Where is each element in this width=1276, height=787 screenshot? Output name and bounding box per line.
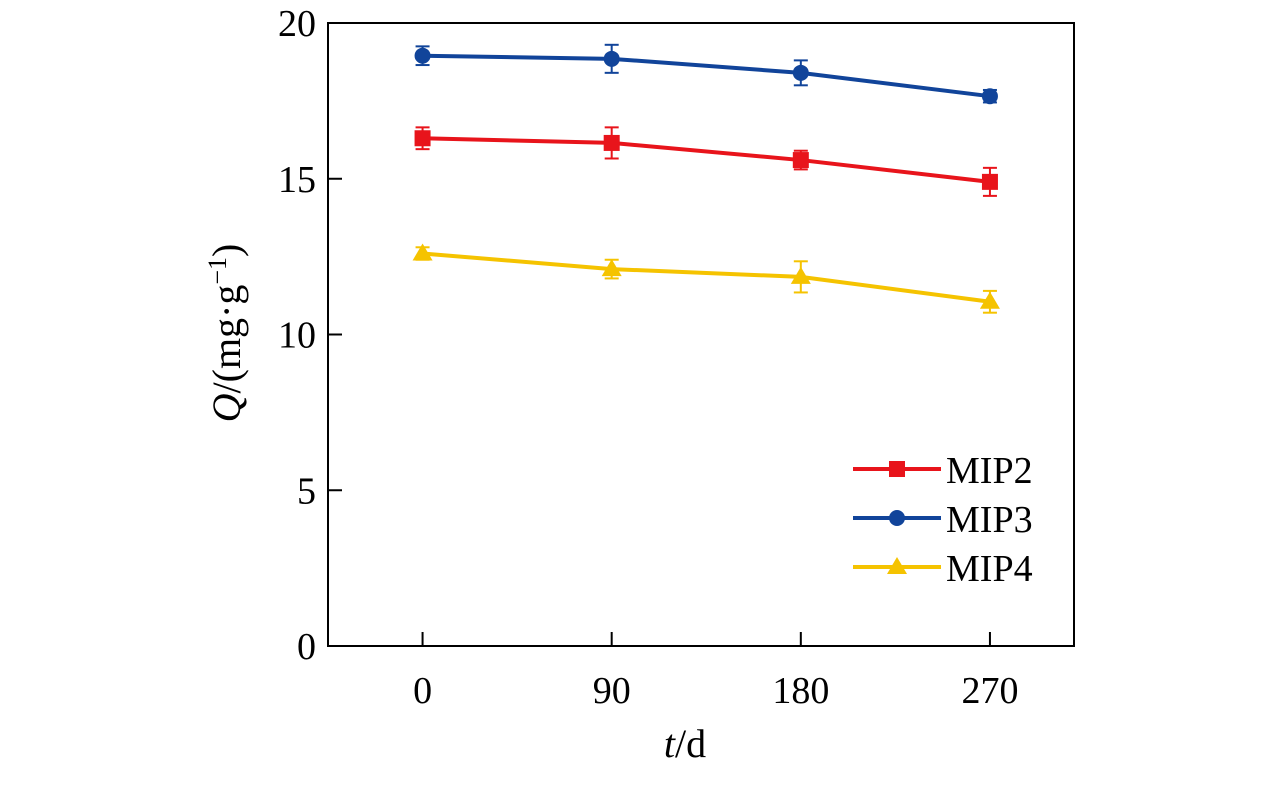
y-tick-label: 20 [278, 3, 316, 45]
x-axis-ticks: 0 90 180 270 [413, 632, 1018, 712]
data-point-mip3 [414, 47, 431, 64]
y-tick-label: 15 [278, 159, 316, 201]
y-axis-title: Q/(mg·g−1) [203, 244, 249, 423]
series-line-mip4 [422, 251, 991, 304]
legend-label-mip2: MIP2 [946, 450, 1033, 492]
series-line-mip3 [422, 53, 991, 99]
y-tick-label: 0 [297, 626, 316, 668]
legend: MIP2 MIP3 MIP4 [853, 450, 1033, 590]
x-axis-title: t/d [664, 721, 706, 766]
data-point-mip2 [603, 134, 620, 151]
series-layer [412, 43, 1000, 314]
x-tick-label: 90 [593, 670, 631, 712]
data-point-mip2 [981, 173, 998, 190]
legend-label-mip4: MIP4 [946, 548, 1033, 590]
legend-item-mip2: MIP2 [853, 450, 1033, 492]
legend-label-mip3: MIP3 [946, 499, 1033, 541]
x-tick-label: 180 [772, 670, 829, 712]
x-tick-label: 0 [413, 670, 432, 712]
data-point-mip3 [603, 50, 620, 67]
legend-marker-mip2 [889, 461, 905, 477]
data-point-mip4 [412, 243, 433, 261]
y-axis-ticks: 0 5 10 15 20 [278, 3, 342, 668]
data-point-mip3 [981, 88, 998, 105]
legend-marker-mip3 [889, 510, 905, 526]
series-line-mip2 [422, 136, 991, 184]
x-tick-label: 270 [961, 670, 1018, 712]
data-point-mip4 [601, 259, 622, 277]
data-point-mip2 [792, 152, 809, 169]
series-mip3 [414, 43, 998, 105]
series-mip4 [412, 243, 1000, 314]
legend-item-mip4: MIP4 [853, 548, 1033, 590]
series-mip2 [414, 126, 998, 197]
y-tick-label: 10 [278, 315, 316, 357]
y-tick-label: 5 [297, 470, 316, 512]
data-point-mip2 [414, 130, 431, 147]
data-point-mip3 [792, 64, 809, 81]
data-point-mip4 [790, 266, 811, 284]
legend-item-mip3: MIP3 [853, 499, 1033, 541]
data-point-mip4 [979, 291, 1000, 309]
legend-marker-mip4 [887, 557, 907, 574]
